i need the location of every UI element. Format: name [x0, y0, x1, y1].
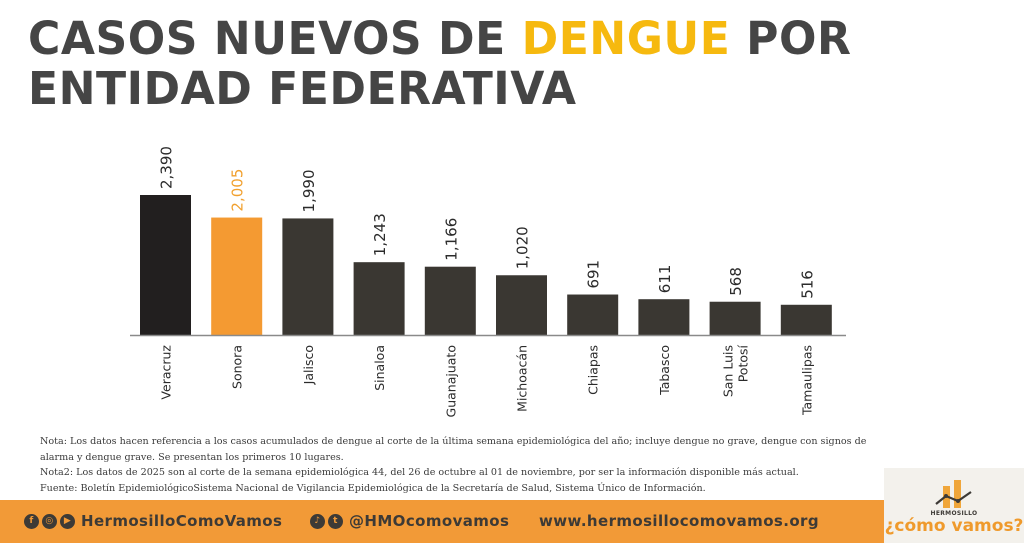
note-2: Nota2: Los datos de 2025 son al corte de… [40, 467, 799, 478]
category-label: San Luis [721, 345, 736, 397]
category-label: Potosí [736, 344, 751, 382]
value-label: 1,166 [442, 218, 460, 261]
social-group-1[interactable]: f ◎ ▶ HermosilloComoVamos [24, 512, 282, 530]
notes-block: Nota: Los datos hacen referencia a los c… [40, 434, 900, 496]
facebook-icon[interactable]: f [24, 513, 39, 529]
title-part2: POR [730, 12, 852, 65]
category-label: Tamaulipas [799, 345, 814, 416]
value-label: 1,243 [371, 213, 389, 256]
value-label: 2,390 [158, 146, 176, 189]
bar-san-luis-potosí [709, 301, 761, 335]
value-label: 568 [727, 267, 745, 296]
social-group-2[interactable]: ♪ t @HMOcomovamos [310, 512, 509, 530]
value-label: 2,005 [229, 169, 247, 212]
logo-top-text: HERMOSILLO [930, 510, 978, 517]
note-1: Nota: Los datos hacen referencia a los c… [40, 436, 867, 463]
website-link[interactable]: www.hermosillocomovamos.org [539, 512, 819, 530]
bar-veracruz [140, 195, 191, 335]
footer-bar: f ◎ ▶ HermosilloComoVamos ♪ t @HMOcomova… [0, 500, 884, 543]
bar-tabasco [638, 299, 690, 335]
category-label: Chiapas [586, 345, 601, 395]
logo: HERMOSILLO ¿cómo vamos? [884, 468, 1024, 543]
bar-sinaloa [353, 262, 405, 335]
value-label: 1,990 [300, 169, 318, 212]
category-label: Veracruz [159, 345, 174, 400]
bar-chiapas [567, 294, 619, 335]
title-part1: CASOS NUEVOS DE [28, 12, 522, 65]
category-label: Tabasco [657, 345, 672, 396]
logo-main-text: ¿cómo vamos? [884, 516, 1024, 536]
value-label: 516 [798, 270, 816, 299]
category-label: Sonora [230, 345, 245, 389]
category-label: Sinaloa [372, 345, 387, 391]
social-handle-2[interactable]: @HMOcomovamos [349, 512, 510, 530]
bar-tamaulipas [780, 304, 832, 335]
bar-jalisco [282, 218, 334, 335]
category-label: Guanajuato [443, 345, 458, 417]
category-label: Jalisco [301, 345, 316, 385]
value-label: 611 [656, 265, 674, 294]
bar-guanajuato [424, 266, 476, 335]
bar-michoacán [496, 275, 547, 335]
twitter-icon[interactable]: t [328, 513, 343, 529]
logo-chart-icon [935, 480, 972, 508]
source-note: Fuente: Boletín EpidemiológicoSistema Na… [40, 482, 706, 494]
category-label: Michoacán [515, 345, 530, 412]
bar-sonora [211, 217, 263, 335]
tiktok-icon[interactable]: ♪ [310, 513, 325, 529]
instagram-icon[interactable]: ◎ [42, 513, 57, 529]
social-handle-1[interactable]: HermosilloComoVamos [81, 512, 283, 530]
value-label: 1,020 [514, 226, 532, 269]
title-line2: ENTIDAD FEDERATIVA [28, 62, 577, 115]
youtube-icon[interactable]: ▶ [60, 513, 75, 529]
value-label: 691 [585, 260, 603, 289]
title-highlight: DENGUE [521, 12, 731, 65]
page-title: CASOS NUEVOS DE DENGUE POR ENTIDAD FEDER… [28, 14, 851, 114]
